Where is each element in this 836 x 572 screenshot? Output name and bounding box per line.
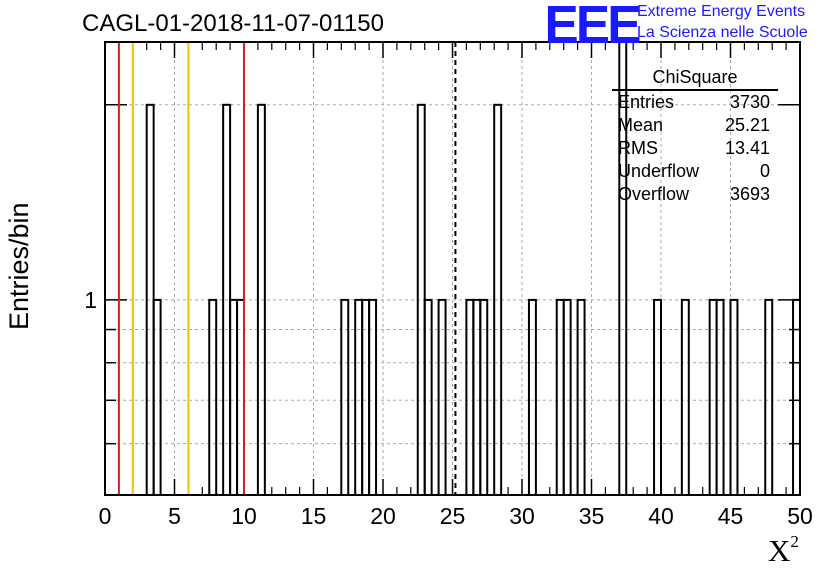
x-axis-label: X2 [768, 532, 799, 569]
chart-title: CAGL-01-2018-11-07-01150 [82, 10, 384, 37]
stats-key: Underflow [618, 161, 700, 181]
x-tick-label: 30 [509, 503, 535, 529]
x-tick-label: 20 [370, 503, 396, 529]
stats-row-entries: Entries 3730 [612, 91, 778, 114]
logo-line-2: La Scienza nelle Scuole [637, 24, 808, 41]
x-tick-label: 10 [231, 503, 257, 529]
logo-line-1: Extreme Energy Events [637, 3, 806, 20]
stats-row-underflow: Underflow 0 [612, 160, 778, 183]
x-tick-label: 50 [787, 503, 813, 529]
stats-value: 3730 [729, 92, 770, 112]
x-tick-label: 40 [648, 503, 674, 529]
eee-logo: EEE [544, 0, 641, 55]
plot-frame [104, 41, 801, 496]
stats-row-overflow: Overflow 3693 [612, 183, 778, 206]
stats-value: 3693 [729, 184, 770, 204]
stats-key: RMS [618, 138, 658, 158]
y-axis-label: Entries/bin [4, 202, 34, 330]
x-axis-label-superscript: 2 [790, 532, 799, 551]
x-tick-label: 5 [168, 503, 181, 529]
x-tick-label: 0 [99, 503, 112, 529]
x-axis-label-text: X [768, 533, 791, 568]
stats-key: Entries [618, 92, 675, 112]
stats-key: Overflow [618, 184, 690, 204]
y-tick-labels: 1 [84, 287, 97, 313]
x-tick-label: 15 [301, 503, 327, 529]
stats-row-rms: RMS 13.41 [612, 137, 778, 160]
stats-value: 25.21 [724, 115, 770, 135]
x-tick-label: 45 [718, 503, 744, 529]
stats-key: Mean [618, 115, 664, 135]
stats-title: ChiSquare [612, 66, 778, 91]
stats-box: ChiSquare Entries 3730 Mean 25.21 RMS 13… [612, 66, 778, 206]
grid-lines [105, 42, 800, 495]
stats-value: 13.41 [724, 138, 770, 158]
x-tick-label: 25 [440, 503, 466, 529]
x-tick-label: 35 [579, 503, 605, 529]
stats-row-mean: Mean 25.21 [612, 114, 778, 137]
y-tick-label: 1 [84, 287, 97, 313]
stats-value: 0 [759, 161, 770, 181]
x-tick-labels: 0 5 10 15 20 25 30 35 40 45 50 [99, 503, 813, 529]
marker-lines [117, 42, 457, 495]
